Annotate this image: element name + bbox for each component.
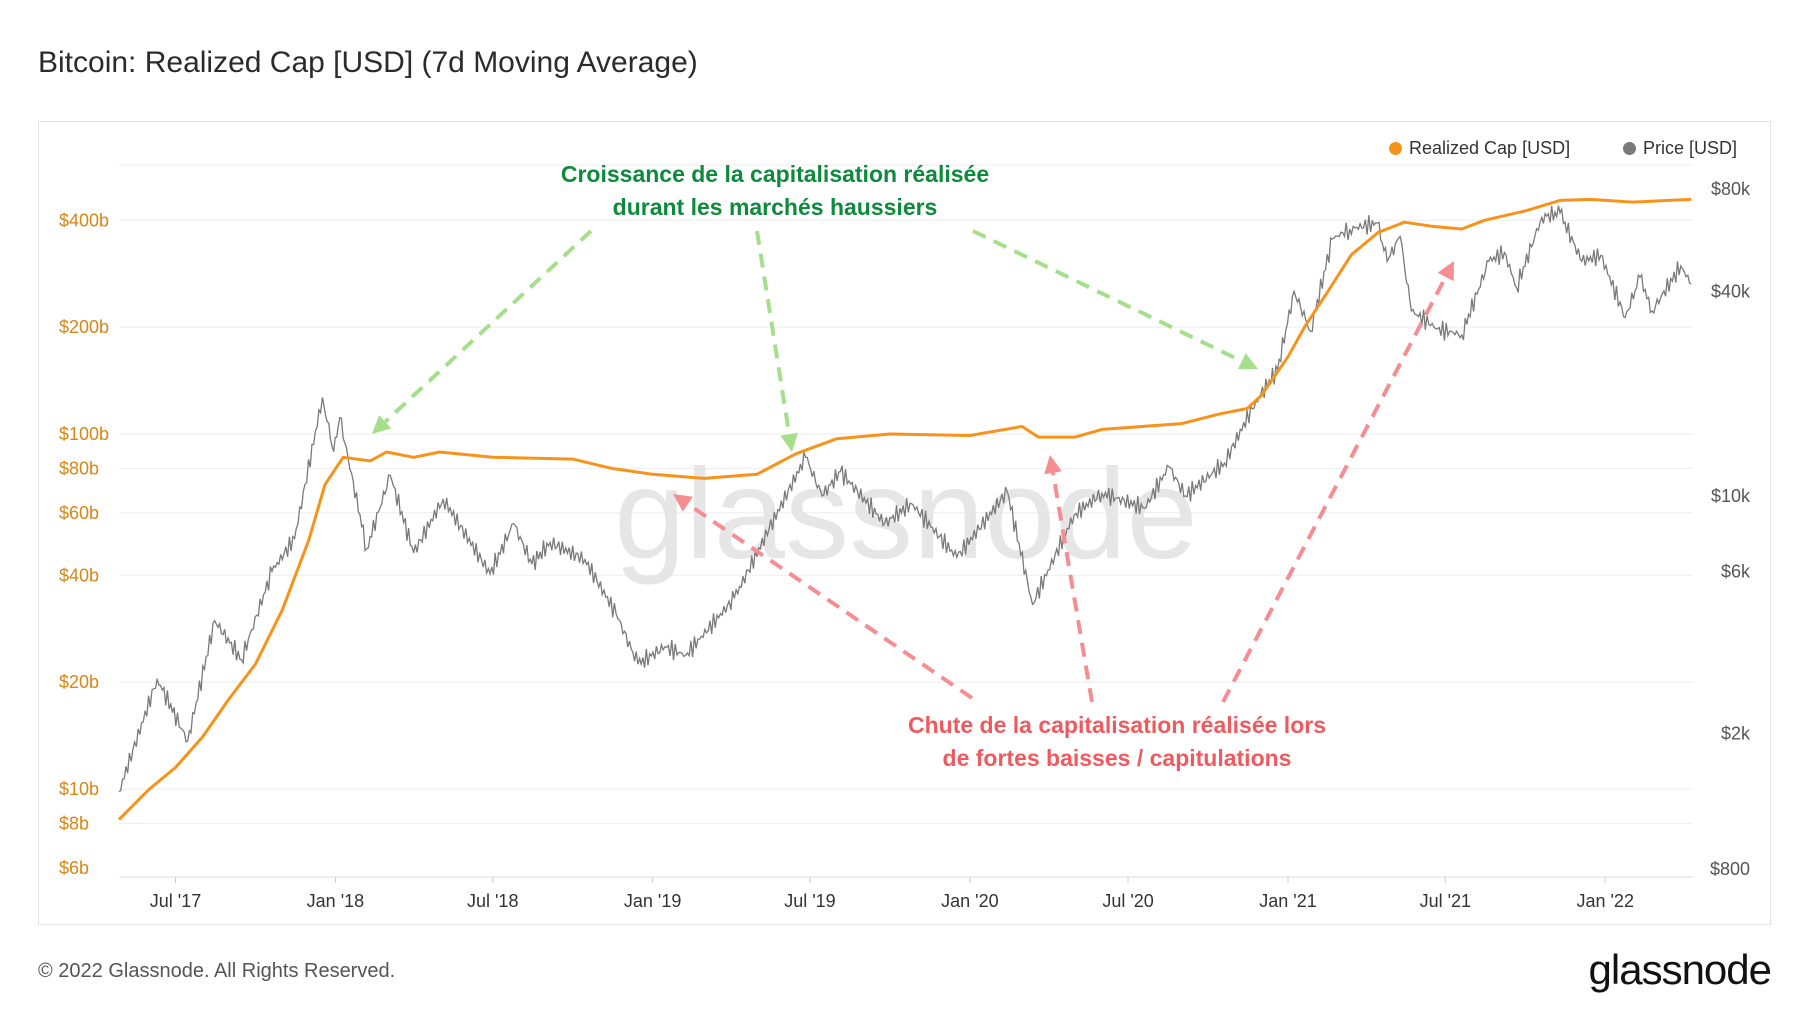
glassnode-logo[interactable]: glassnode [1588,946,1772,993]
x-tick-label: Jul '17 [150,891,201,911]
left-tick-label: $60b [59,503,99,523]
arrowhead-icon [1437,261,1454,282]
chart-frame [38,121,1771,925]
left-axis: $6b $8b $10b $20b $40b $60b $80b $100b $200b $400… [59,210,109,877]
right-tick-label: $40k [1711,281,1751,301]
x-tick-label: Jul '21 [1420,891,1471,911]
legend-label: Price [USD] [1643,138,1738,158]
dashed-arrow-line [1051,472,1094,703]
left-tick-label: $80b [59,458,99,478]
legend-price[interactable]: Price [USD] [1623,138,1737,159]
legend-dot-icon [1623,142,1636,155]
x-tick-label: Jan '20 [941,891,998,911]
dashed-arrow-line [383,229,593,424]
arrowhead-icon [372,415,392,434]
x-axis: Jul '17 Jan '18 Jul '18 Jan '19 Jul '19 Jan '… [150,877,1634,911]
annotation-bull-text: Croissance de la capitalisation réalisée [561,161,989,187]
dashed-arrow-line [1221,276,1448,703]
dashed-arrow-line [755,230,792,435]
left-tick-label: $20b [59,672,99,692]
series-layer [117,197,1692,821]
right-axis: $800 $2k $6k $10k $40k $80k [1710,179,1751,879]
realized-cap-line [117,197,1692,821]
x-tick-label: Jan '18 [307,891,364,911]
dashed-arrow-line [686,502,974,700]
left-tick-label: $200b [59,317,109,337]
arrowhead-icon [780,432,799,452]
x-tick-label: Jan '22 [1576,891,1633,911]
right-tick-label: $6k [1721,561,1751,581]
right-tick-label: $800 [1710,859,1750,879]
dashed-arrow-line [972,229,1243,363]
arrowhead-icon [673,494,693,512]
right-tick-label: $2k [1721,724,1751,744]
legend-realized-cap[interactable]: Realized Cap [USD] [1389,138,1570,159]
x-tick-label: Jan '19 [624,891,681,911]
x-tick-label: Jul '20 [1102,891,1153,911]
x-tick-label: Jan '21 [1259,891,1316,911]
legend-label: Realized Cap [USD] [1409,138,1571,158]
right-tick-label: $80k [1711,179,1751,199]
left-tick-label: $40b [59,565,99,585]
left-tick-label: $6b [59,858,89,878]
right-tick-label: $10k [1711,486,1751,506]
x-tick-label: Jul '18 [467,891,518,911]
annotation-bull-text: durant les marchés haussiers [613,194,938,220]
annotation-bear-text: de fortes baisses / capitulations [943,745,1292,771]
watermark: glassnode [614,443,1198,586]
arrowhead-icon [1044,455,1062,475]
left-tick-label: $400b [59,210,109,230]
copyright: © 2022 Glassnode. All Rights Reserved. [38,960,396,982]
gridlines [119,164,1693,878]
left-tick-label: $10b [59,779,99,799]
annotation-bear-text: Chute de la capitalisation réalisée lors [908,712,1326,738]
arrowhead-icon [1237,353,1258,370]
left-tick-label: $100b [59,424,109,444]
x-tick-label: Jul '19 [784,891,835,911]
price-line [118,205,1692,793]
left-tick-label: $8b [59,813,89,833]
chart-title: Bitcoin: Realized Cap [USD] (7d Moving A… [38,46,698,79]
annotations: Croissance de la capitalisation réalisée… [372,161,1454,771]
legend-dot-icon [1389,142,1402,155]
